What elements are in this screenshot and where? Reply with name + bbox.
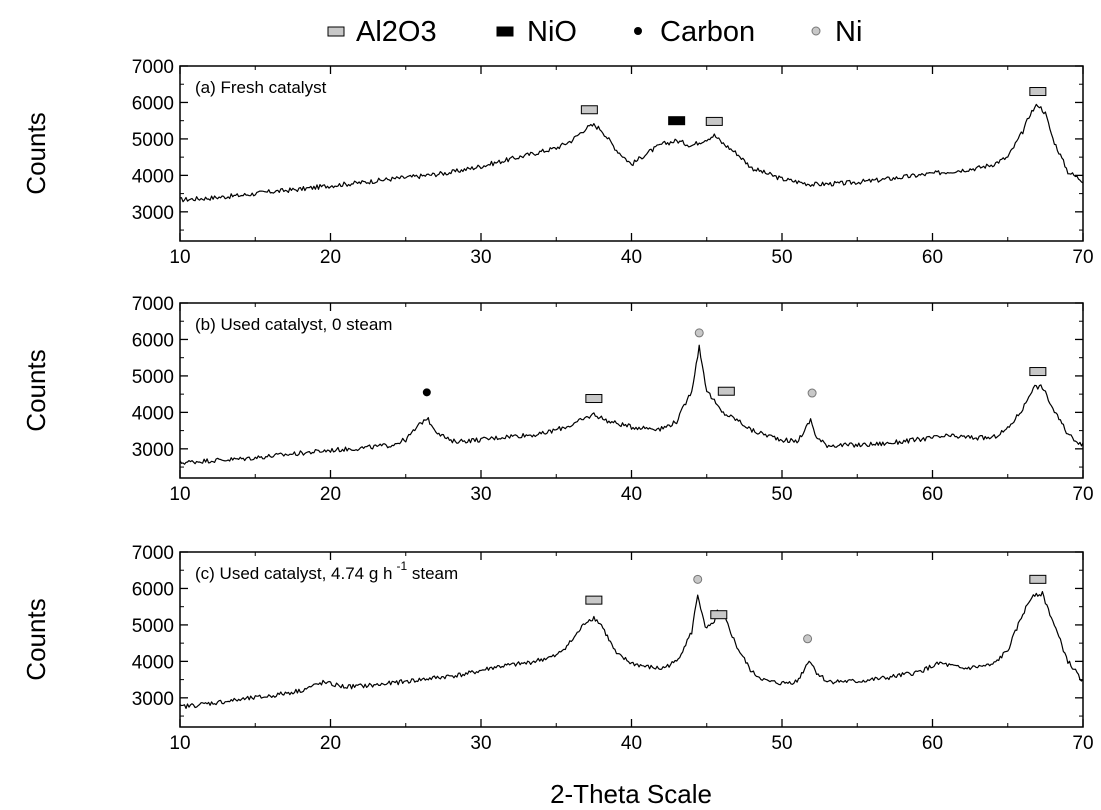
y-tick-label: 5000 <box>132 616 174 637</box>
x-tick-label: 50 <box>771 247 792 268</box>
marker-ni <box>694 328 704 338</box>
x-tick-label: 50 <box>771 484 792 505</box>
x-tick-label: 10 <box>169 733 190 754</box>
x-tick-label: 60 <box>922 733 943 754</box>
y-axis-label: Counts <box>21 598 51 680</box>
y-axis-label: Counts <box>21 349 51 431</box>
marker-al2o3 <box>580 105 598 115</box>
marker-al2o3 <box>705 116 723 126</box>
marker-carbon <box>422 388 431 397</box>
y-tick-label: 7000 <box>132 57 174 78</box>
y-tick-label: 7000 <box>132 294 174 315</box>
y-tick-label: 4000 <box>132 166 174 187</box>
y-tick-label: 6000 <box>132 330 174 351</box>
x-tick-label: 20 <box>320 247 341 268</box>
legend-label-nio: NiO <box>527 16 577 48</box>
marker-al2o3 <box>710 610 728 620</box>
series-line <box>179 591 1084 709</box>
legend-label-carbon: Carbon <box>660 16 755 48</box>
panel-label: (b) Used catalyst, 0 steam <box>195 315 392 334</box>
y-tick-label: 6000 <box>132 579 174 600</box>
series-line <box>179 103 1084 203</box>
x-tick-label: 50 <box>771 733 792 754</box>
x-tick-label: 10 <box>169 247 190 268</box>
marker-nio <box>668 116 686 126</box>
y-axis-label: Counts <box>21 112 51 194</box>
panel-1: 10 20 30 40 50 60 70 3000 4000 5000 6000 7000 Counts… <box>21 294 1094 505</box>
y-tick-label: 6000 <box>132 93 174 114</box>
x-tick-label: 70 <box>1072 733 1093 754</box>
marker-al2o3 <box>1029 367 1047 377</box>
legend-marker-al2o3 <box>327 26 345 37</box>
marker-al2o3 <box>717 386 735 396</box>
x-tick-label: 40 <box>621 247 642 268</box>
marker-al2o3 <box>1029 574 1047 584</box>
series-line <box>179 344 1084 465</box>
x-tick-label: 30 <box>470 484 491 505</box>
legend-marker-ni <box>811 26 821 36</box>
x-tick-label: 30 <box>470 733 491 754</box>
x-tick-label: 40 <box>621 484 642 505</box>
marker-ni <box>803 634 813 644</box>
legend-label-ni: Ni <box>835 16 862 48</box>
marker-al2o3 <box>585 595 603 605</box>
y-tick-label: 5000 <box>132 130 174 151</box>
y-tick-label: 7000 <box>132 543 174 564</box>
x-tick-label: 70 <box>1072 247 1093 268</box>
legend: Al2O3 NiO Carbon Ni <box>327 16 862 48</box>
x-tick-label: 60 <box>922 484 943 505</box>
x-tick-label: 40 <box>621 733 642 754</box>
y-tick-label: 4000 <box>132 403 174 424</box>
y-tick-label: 3000 <box>132 203 174 224</box>
x-tick-label: 60 <box>922 247 943 268</box>
x-tick-label: 70 <box>1072 484 1093 505</box>
x-tick-label: 20 <box>320 484 341 505</box>
legend-marker-carbon <box>634 27 642 35</box>
panel-label: (c) Used catalyst, 4.74 g h -1 steam <box>195 559 458 583</box>
y-tick-label: 3000 <box>132 689 174 710</box>
panel-0: 10 20 30 40 50 60 70 3000 4000 5000 6000 7000 Counts… <box>21 57 1094 268</box>
x-tick-label: 20 <box>320 733 341 754</box>
marker-ni <box>693 574 703 584</box>
x-tick-label: 10 <box>169 484 190 505</box>
marker-al2o3 <box>1029 87 1047 97</box>
y-tick-label: 4000 <box>132 652 174 673</box>
marker-ni <box>807 388 817 398</box>
x-axis-label: 2-Theta Scale <box>550 779 712 809</box>
legend-label-al2o3: Al2O3 <box>356 16 437 48</box>
panels: 10 20 30 40 50 60 70 3000 4000 5000 6000 7000 Counts… <box>21 57 1094 754</box>
marker-al2o3 <box>585 394 603 404</box>
x-tick-label: 30 <box>470 247 491 268</box>
y-tick-label: 5000 <box>132 367 174 388</box>
panel-2: 10 20 30 40 50 60 70 3000 4000 5000 6000 7000 Counts… <box>21 543 1094 754</box>
panel-label: (a) Fresh catalyst <box>195 78 327 97</box>
legend-marker-nio <box>496 26 514 37</box>
y-tick-label: 3000 <box>132 440 174 461</box>
